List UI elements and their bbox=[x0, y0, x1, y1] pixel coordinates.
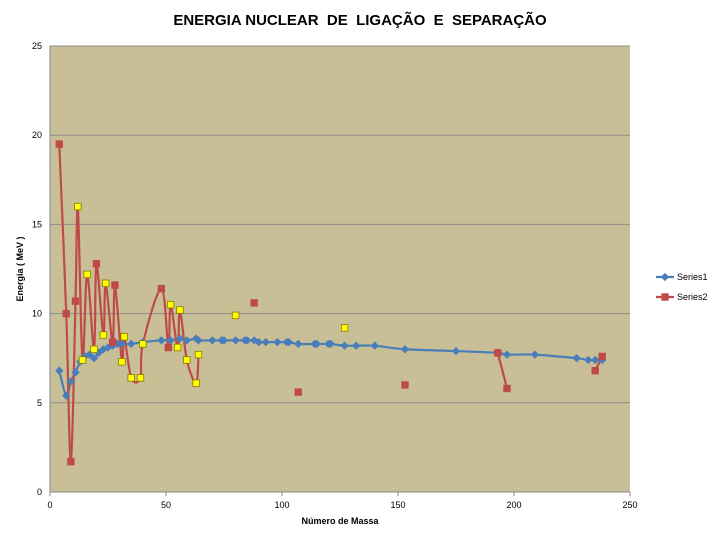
legend-label: Series1 bbox=[677, 272, 708, 282]
series-layer bbox=[55, 140, 607, 466]
series1-point bbox=[312, 339, 321, 349]
x-tick-label: 150 bbox=[390, 500, 405, 510]
highlighted-point bbox=[120, 333, 128, 341]
highlighted-point bbox=[101, 279, 110, 287]
series1-point bbox=[208, 336, 217, 345]
series1-point bbox=[175, 334, 185, 343]
series2-point bbox=[108, 338, 117, 346]
x-tick-label: 100 bbox=[274, 500, 289, 510]
series1-point bbox=[55, 366, 64, 375]
series1-point bbox=[294, 339, 303, 349]
series1-point bbox=[370, 341, 379, 350]
legend: Series1 Series2 bbox=[656, 272, 708, 302]
series1-point bbox=[340, 341, 349, 350]
series1-point bbox=[62, 391, 71, 400]
series2-point bbox=[401, 381, 409, 389]
series1-point bbox=[194, 336, 203, 345]
series1-point bbox=[451, 346, 461, 356]
highlighted-point bbox=[173, 343, 182, 352]
series1-point bbox=[584, 355, 593, 365]
series1-point bbox=[400, 345, 410, 354]
series1-point bbox=[89, 354, 99, 363]
series1-point bbox=[127, 339, 136, 349]
y-tick-label: 5 bbox=[37, 398, 42, 408]
highlighted-point bbox=[90, 345, 98, 353]
highlighted-point bbox=[166, 300, 175, 309]
series2-point bbox=[92, 259, 101, 268]
highlighted-point bbox=[192, 379, 200, 387]
series1-point bbox=[243, 336, 252, 345]
series2-point bbox=[157, 284, 166, 293]
series2-point bbox=[294, 388, 302, 396]
series1-point bbox=[261, 337, 270, 347]
y-tick-label: 20 bbox=[32, 130, 42, 140]
x-axis-title: Número de Massa bbox=[301, 516, 379, 526]
series1-point bbox=[231, 336, 240, 345]
highlighted-point bbox=[99, 331, 108, 339]
series2-point bbox=[71, 297, 80, 305]
series2-point bbox=[164, 343, 173, 352]
series1-point bbox=[352, 341, 361, 350]
y-tick-label: 0 bbox=[37, 487, 42, 497]
highlighted-point bbox=[139, 340, 147, 348]
y-tick-label: 25 bbox=[32, 41, 42, 51]
x-tick-label: 200 bbox=[506, 500, 521, 510]
series2-point bbox=[598, 352, 606, 361]
series1-point bbox=[66, 377, 76, 386]
plot-area bbox=[50, 46, 630, 492]
series1-point bbox=[326, 339, 335, 349]
series1-point bbox=[249, 336, 259, 345]
x-tick-label: 0 bbox=[47, 500, 52, 510]
series1-point bbox=[71, 368, 80, 377]
series2-point bbox=[503, 384, 511, 393]
legend-marker bbox=[660, 272, 670, 282]
series2-point bbox=[111, 281, 119, 289]
highlighted-point bbox=[127, 374, 135, 382]
series1-point bbox=[591, 355, 600, 365]
highlighted-point bbox=[176, 306, 184, 314]
highlighted-point bbox=[231, 311, 240, 320]
series2-point bbox=[67, 457, 75, 466]
y-tick-label: 10 bbox=[32, 309, 42, 319]
y-axis-title: Energia ( MeV ) bbox=[15, 236, 25, 301]
highlighted-point bbox=[78, 356, 87, 364]
series2-point bbox=[62, 309, 70, 318]
highlighted-point bbox=[183, 356, 191, 364]
highlighted-point bbox=[74, 202, 82, 211]
x-tick-label: 50 bbox=[161, 500, 171, 510]
series1-point bbox=[117, 339, 127, 349]
series1-point bbox=[502, 350, 512, 359]
legend-marker bbox=[661, 293, 669, 301]
highlighted-point bbox=[194, 350, 203, 359]
series1-point bbox=[182, 336, 192, 345]
series1-point bbox=[284, 337, 294, 347]
series1-point bbox=[273, 337, 282, 347]
highlighted-point bbox=[340, 324, 349, 332]
series1-point bbox=[157, 336, 166, 345]
highlighted-point bbox=[118, 358, 126, 366]
series2-point bbox=[591, 366, 599, 375]
series2-point bbox=[55, 140, 63, 148]
series1-point bbox=[219, 336, 229, 345]
y-tick-label: 15 bbox=[32, 219, 42, 229]
legend-label: Series2 bbox=[677, 292, 708, 302]
highlighted-point bbox=[136, 374, 145, 382]
gridlines bbox=[50, 45, 630, 404]
series1-point bbox=[254, 337, 263, 347]
series2-point bbox=[494, 349, 502, 357]
chart-title: ENERGIA NUCLEAR DE LIGAÇÃO E SEPARAÇÃO bbox=[173, 12, 547, 29]
x-tick-label: 250 bbox=[622, 500, 637, 510]
series1-point bbox=[530, 350, 540, 359]
series2-point bbox=[250, 299, 258, 307]
highlighted-point bbox=[83, 270, 91, 279]
series1-point bbox=[572, 354, 581, 363]
